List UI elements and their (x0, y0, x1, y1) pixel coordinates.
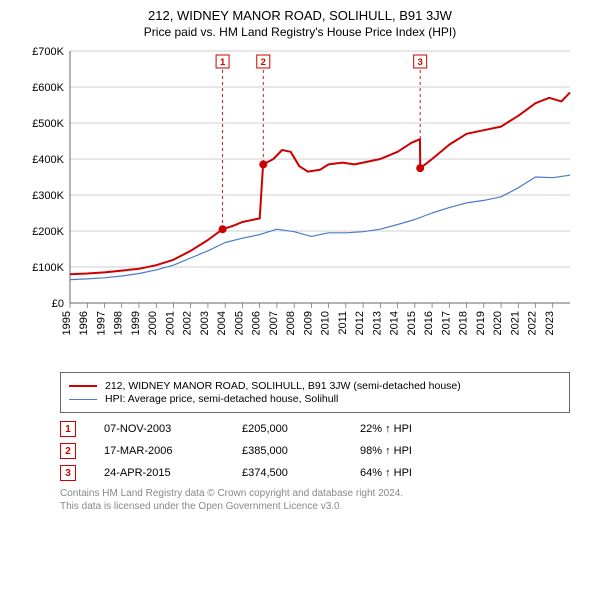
y-tick-label: £600K (32, 82, 64, 94)
sale-row-num: 2 (60, 443, 76, 459)
x-tick-label: 2020 (492, 311, 504, 335)
x-tick-label: 2002 (182, 311, 194, 335)
x-tick-label: 1999 (130, 311, 142, 335)
sale-marker-num: 1 (220, 57, 226, 68)
sale-row: 1 07-NOV-2003 £205,000 22% ↑ HPI (60, 421, 570, 437)
sale-row-delta: 22% ↑ HPI (360, 423, 412, 435)
sales-table: 1 07-NOV-2003 £205,000 22% ↑ HPI 2 17-MAR-200… (60, 421, 570, 481)
x-tick-label: 2003 (199, 311, 211, 335)
x-tick-label: 2015 (406, 311, 418, 335)
x-tick-label: 2023 (544, 311, 556, 335)
plot-area: £0 £100K £200K £300K £400K £500K £600K £700K 199… (20, 45, 580, 360)
legend: 212, WIDNEY MANOR ROAD, SOLIHULL, B91 3J… (60, 372, 570, 413)
x-tick-label: 2021 (509, 311, 521, 335)
sale-row-date: 17-MAR-2006 (104, 445, 214, 457)
x-tick-label: 1995 (61, 311, 73, 335)
x-tick-label: 2013 (371, 311, 383, 335)
x-tick-label: 2005 (233, 311, 245, 335)
sale-row-num: 3 (60, 465, 76, 481)
legend-swatch (69, 385, 97, 387)
sale-row-price: £374,500 (242, 467, 332, 479)
sale-row-date: 24-APR-2015 (104, 467, 214, 479)
sale-row-delta: 64% ↑ HPI (360, 467, 412, 479)
legend-swatch (69, 399, 97, 400)
sale-row-delta: 98% ↑ HPI (360, 445, 412, 457)
y-tick-label: £300K (32, 190, 64, 202)
x-tick-label: 2011 (337, 311, 349, 335)
x-tick-label: 2007 (268, 311, 280, 335)
x-tick-label: 2001 (164, 311, 176, 335)
y-tick-label: £200K (32, 226, 64, 238)
sale-marker-dot (416, 164, 424, 172)
sale-row-num: 1 (60, 421, 76, 437)
x-tick-label: 2010 (320, 311, 332, 335)
x-tick-label: 2019 (475, 311, 487, 335)
sale-row-price: £205,000 (242, 423, 332, 435)
sale-row-price: £385,000 (242, 445, 332, 457)
sale-row: 3 24-APR-2015 £374,500 64% ↑ HPI (60, 465, 570, 481)
sale-marker-num: 2 (261, 57, 266, 68)
x-tick-label: 2018 (458, 311, 470, 335)
chart-title: 212, WIDNEY MANOR ROAD, SOLIHULL, B91 3J… (10, 8, 590, 23)
x-tick-label: 1998 (113, 311, 125, 335)
y-tick-label: £500K (32, 118, 64, 130)
legend-item: HPI: Average price, semi-detached house,… (69, 393, 561, 405)
x-tick-label: 2008 (285, 311, 297, 335)
y-tick-label: £100K (32, 262, 64, 274)
x-tick-label: 2022 (527, 311, 539, 335)
chart-container: 212, WIDNEY MANOR ROAD, SOLIHULL, B91 3J… (0, 0, 600, 519)
x-tick-label: 2000 (147, 311, 159, 335)
series-hpi (70, 175, 570, 279)
chart-svg: £0 £100K £200K £300K £400K £500K £600K £700K 199… (20, 45, 580, 355)
x-tick-label: 1996 (78, 311, 90, 335)
attribution: Contains HM Land Registry data © Crown c… (60, 487, 570, 513)
x-tick-label: 2016 (423, 311, 435, 335)
x-tick-label: 1997 (95, 311, 107, 335)
sale-marker-dot (259, 160, 267, 168)
chart-subtitle: Price paid vs. HM Land Registry's House … (10, 25, 590, 39)
sale-row: 2 17-MAR-2006 £385,000 98% ↑ HPI (60, 443, 570, 459)
sale-marker-dot (219, 225, 227, 233)
series-property (70, 92, 570, 274)
y-tick-label: £700K (32, 46, 64, 58)
x-tick-label: 2009 (302, 311, 314, 335)
x-tick-label: 2012 (354, 311, 366, 335)
x-tick-label: 2004 (216, 311, 228, 335)
sale-row-date: 07-NOV-2003 (104, 423, 214, 435)
y-tick-label: £400K (32, 154, 64, 166)
x-tick-label: 2017 (440, 311, 452, 335)
x-tick-label: 2014 (389, 311, 401, 335)
legend-item: 212, WIDNEY MANOR ROAD, SOLIHULL, B91 3J… (69, 380, 561, 392)
attribution-line1: Contains HM Land Registry data © Crown c… (60, 487, 570, 500)
attribution-line2: This data is licensed under the Open Gov… (60, 500, 570, 513)
legend-label: 212, WIDNEY MANOR ROAD, SOLIHULL, B91 3J… (105, 380, 461, 392)
legend-label: HPI: Average price, semi-detached house,… (105, 393, 338, 405)
y-tick-label: £0 (52, 298, 64, 310)
sale-marker-num: 3 (418, 57, 423, 68)
x-tick-label: 2006 (251, 311, 263, 335)
